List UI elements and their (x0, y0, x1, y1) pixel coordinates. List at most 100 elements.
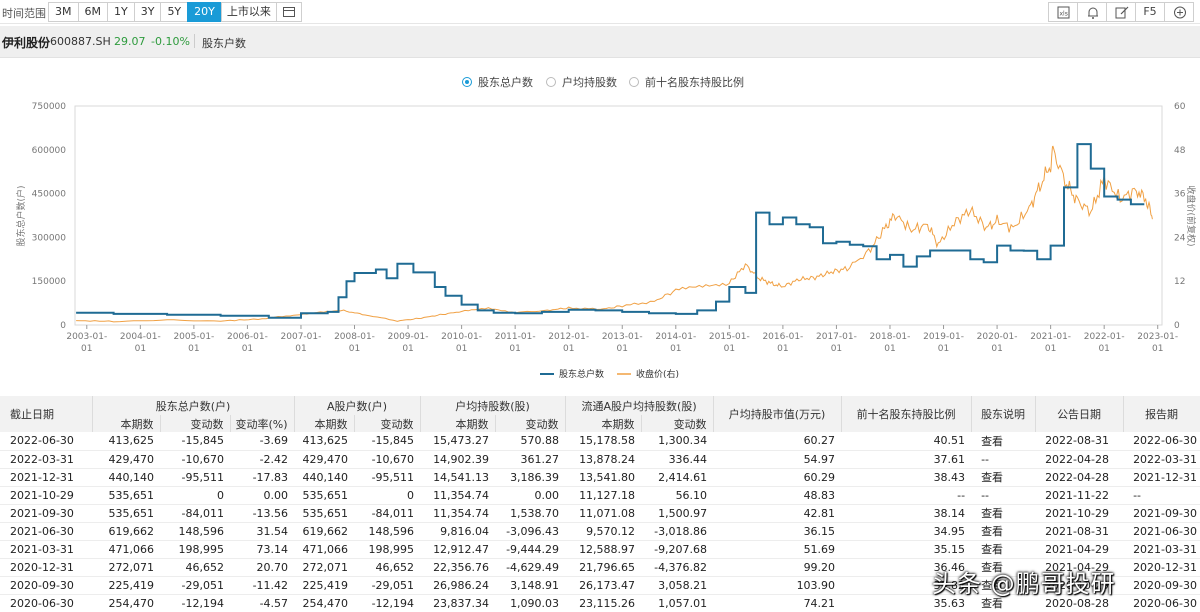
table-cell: 26,986.24 (420, 576, 496, 595)
f5-refresh-button[interactable]: F5 (1135, 2, 1165, 22)
table-cell: 42.81 (713, 504, 842, 523)
range-button-20y[interactable]: 20Y (187, 2, 222, 22)
divider (194, 34, 195, 48)
table-header: 截止日期 (0, 396, 93, 432)
table-cell: 254,470 (92, 594, 160, 612)
table-cell: 2020-10-29 (1035, 576, 1124, 595)
table-row: 2022-06-30 413,625 -15,845 -3.69 413,625 -15,… (0, 432, 1200, 451)
tab-total-holders[interactable]: 股东总户数 (462, 74, 533, 90)
right-axis-tick: 0 (1174, 321, 1180, 331)
table-cell: 2021-10-29 (0, 486, 92, 505)
table-cell: 2021-03-31 (0, 540, 92, 559)
tab-avg-holding[interactable]: 户均持股数 (546, 74, 617, 90)
view-link[interactable]: 查看 (971, 504, 1036, 523)
table-cell: 9,816.04 (420, 522, 496, 541)
table-cell: 429,470 (92, 450, 160, 469)
table-cell: 46,652 (354, 558, 421, 577)
view-link[interactable]: 查看 (971, 468, 1036, 487)
view-link[interactable]: 查看 (971, 558, 1036, 577)
view-link[interactable]: 查看 (971, 432, 1036, 451)
table-cell: -15,845 (354, 432, 421, 451)
table-cell: 2021-06-30 (1123, 522, 1200, 541)
edit-icon (1115, 6, 1129, 19)
view-link[interactable]: 查看 (971, 576, 1036, 595)
x-axis-tick-label-line2: 01 (938, 344, 949, 354)
table-cell: 11,354.74 (420, 486, 496, 505)
table-cell: 2022-08-31 (1035, 432, 1124, 451)
x-axis-tick-label-line2: 01 (831, 344, 842, 354)
range-button-3m[interactable]: 3M (48, 2, 79, 22)
edit-button[interactable] (1106, 2, 1136, 22)
legend-price-label: 收盘价(右) (636, 368, 679, 380)
table-cell: -- (841, 486, 972, 505)
stock-name[interactable]: 伊利股份 (2, 36, 51, 50)
table-cell: 2022-06-30 (0, 432, 92, 451)
x-axis-tick-label: 2005-01- (173, 332, 214, 342)
alert-button[interactable] (1077, 2, 1107, 22)
calendar-button[interactable] (275, 2, 302, 22)
table-cell: 21,796.65 (565, 558, 642, 577)
table-cell: 51.69 (713, 540, 842, 559)
stock-header: 伊利股份 600887.SH 29.07 -0.10% 股东户数 (0, 26, 1200, 58)
x-axis-tick-label-line2: 01 (1152, 344, 1163, 354)
table-cell: 35.15 (841, 540, 972, 559)
table-subheader: 本期数 (92, 415, 161, 432)
x-axis-tick-label: 2022-01- (1084, 332, 1125, 342)
x-axis-tick-label: 2015-01- (709, 332, 750, 342)
table-row: 2020-12-31 272,071 46,652 20.70 272,071 46,65… (0, 558, 1200, 577)
stock-code: 600887.SH (50, 35, 111, 48)
table-subheader: 变动数 (354, 415, 421, 432)
table-header: 流通A股户均持股数(股) (565, 396, 714, 415)
table-cell: 361.27 (495, 450, 566, 469)
x-axis-tick-label: 2014-01- (655, 332, 696, 342)
table-header: A股户数(户) (294, 396, 421, 415)
x-axis-tick-label-line2: 01 (456, 344, 467, 354)
table-cell: 3,058.21 (641, 576, 714, 595)
range-button-5y[interactable]: 5Y (160, 2, 189, 22)
table-cell: 22,356.76 (420, 558, 496, 577)
svg-text:xls: xls (1060, 11, 1068, 18)
table-cell: 1,057.01 (641, 594, 714, 612)
table-cell: 103.90 (713, 576, 842, 595)
table-cell: -11.42 (230, 576, 295, 595)
table-cell: 1,090.03 (495, 594, 566, 612)
table-cell: 56.10 (641, 486, 714, 505)
x-axis-tick-label-line2: 01 (509, 344, 520, 354)
radio-selected-icon (462, 77, 472, 87)
table-cell: 336.44 (641, 450, 714, 469)
x-axis-tick-label-line2: 01 (1045, 344, 1056, 354)
view-link[interactable]: 查看 (971, 522, 1036, 541)
table-subheader: 本期数 (565, 415, 642, 432)
table-cell: 3,148.91 (495, 576, 566, 595)
table-cell: 254,470 (294, 594, 355, 612)
table-cell: 413,625 (294, 432, 355, 451)
table-cell: 35.63 (841, 594, 972, 612)
legend-holders-label: 股东总户数 (559, 368, 604, 380)
table-row: 2021-09-30 535,651 -84,011 -13.56 535,651 -84… (0, 504, 1200, 523)
x-axis-tick-label: 2010-01- (441, 332, 482, 342)
table-cell: 619,662 (92, 522, 160, 541)
table-cell: -84,011 (160, 504, 230, 523)
view-link[interactable]: 查看 (971, 540, 1036, 559)
table-cell: 2021-09-30 (1123, 504, 1200, 523)
range-button-3y[interactable]: 3Y (133, 2, 162, 22)
table-cell: 429,470 (294, 450, 355, 469)
metric-tabs: 股东总户数 户均持股数 前十名股东持股比例 (0, 74, 1200, 92)
table-cell: 36.46 (841, 558, 972, 577)
radio-icon (546, 77, 556, 87)
x-axis-tick-label-line2: 01 (295, 344, 306, 354)
table-subheader: 变动率(%) (230, 415, 295, 432)
table-cell: -29,051 (354, 576, 421, 595)
add-button[interactable] (1164, 2, 1194, 22)
range-button-6m[interactable]: 6M (77, 2, 108, 22)
tab-top10-ratio[interactable]: 前十名股东持股比例 (629, 74, 744, 90)
table-cell: 2020-12-31 (1123, 558, 1200, 577)
range-button-1y[interactable]: 1Y (107, 2, 135, 22)
table-cell: 2021-12-31 (0, 468, 92, 487)
table-cell: 60.27 (713, 432, 842, 451)
table-cell: 23,115.26 (565, 594, 642, 612)
range-button-上市以来[interactable]: 上市以来 (220, 2, 277, 22)
xls-export-button[interactable]: xls (1048, 2, 1078, 22)
table-row: 2021-06-30 619,662 148,596 31.54 619,662 148,… (0, 522, 1200, 541)
table-cell: 9,570.12 (565, 522, 642, 541)
